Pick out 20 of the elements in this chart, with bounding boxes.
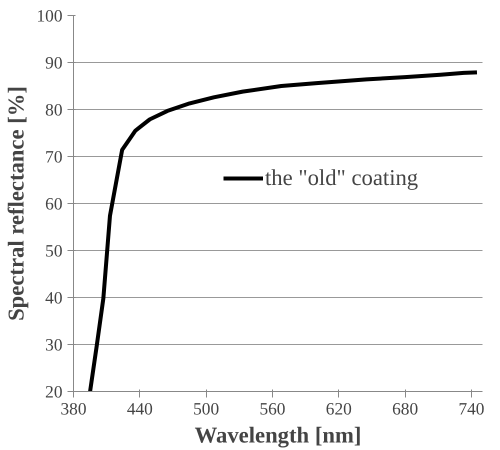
x-axis-title: Wavelength [nm] [194, 422, 362, 448]
x-tick-label: 440 [126, 400, 153, 418]
line-series [88, 70, 479, 392]
x-tick-label: 680 [392, 400, 418, 418]
y-tick-label: 70 [45, 148, 62, 166]
legend-label: the "old" coating [265, 165, 418, 191]
x-tick-label: 740 [458, 400, 484, 418]
y-tick-label: 50 [45, 242, 62, 260]
y-tick-label: 20 [45, 382, 62, 402]
y-tick-label: 90 [45, 54, 62, 72]
y-tick-label: 80 [45, 100, 62, 120]
x-tick-label: 620 [326, 400, 352, 418]
y-tick-label: 30 [45, 336, 62, 354]
y-tick-label: 60 [45, 194, 62, 214]
y-tick-label: 100 [36, 6, 63, 26]
y-tick-label: 40 [45, 288, 62, 308]
x-tick-label: 560 [259, 400, 286, 418]
x-tick-label: 500 [193, 400, 220, 418]
y-axis-title: Spectral reflectance [%] [4, 86, 29, 321]
x-tick-label: 380 [60, 400, 87, 418]
